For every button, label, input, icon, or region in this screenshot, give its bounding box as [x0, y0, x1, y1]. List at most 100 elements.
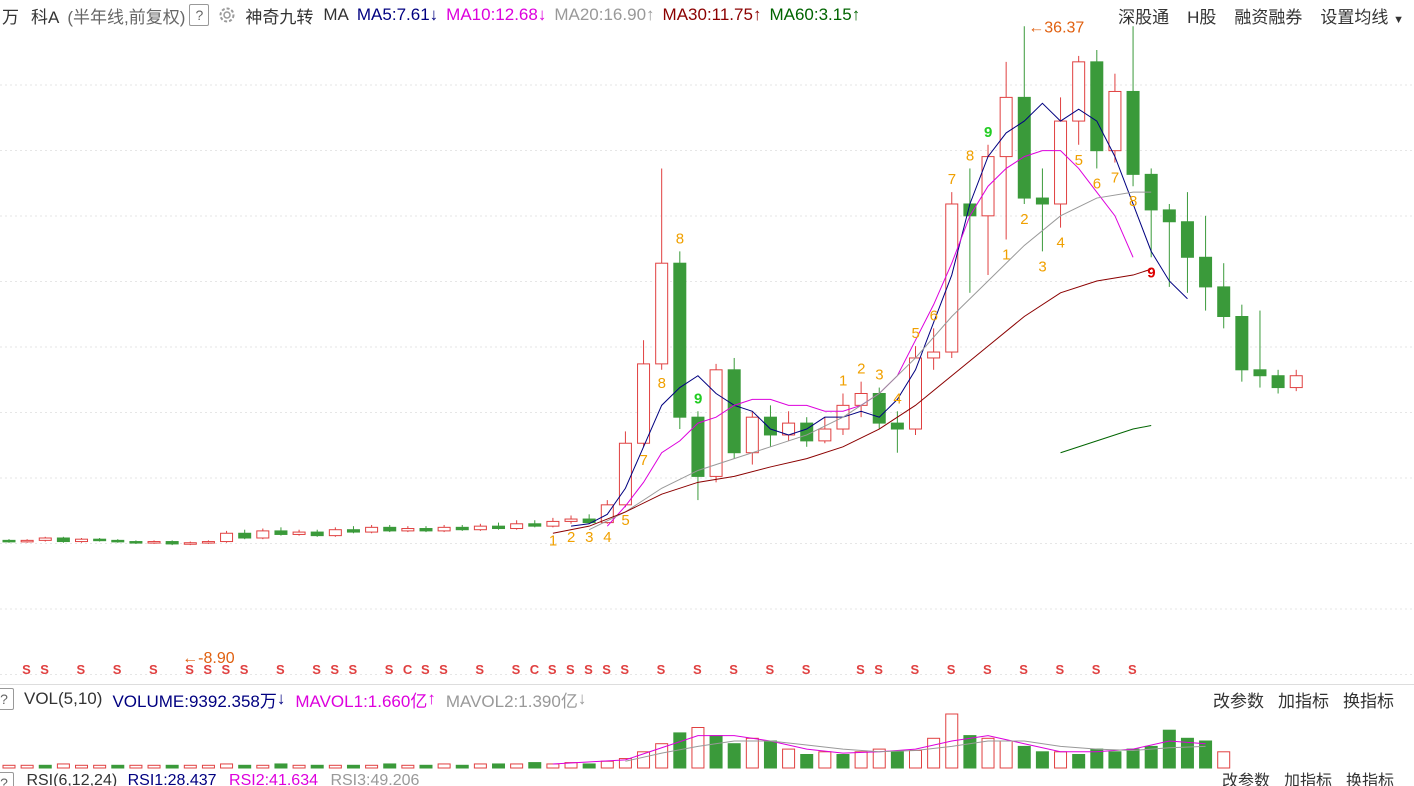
volume-bar: [165, 764, 179, 769]
vol-mavol2-arrow: ↓: [577, 689, 587, 708]
nine-turn-number: 3: [585, 529, 593, 546]
signal-marker: S: [1019, 662, 1028, 677]
rsi-links: 改参数 加指标 换指标: [1222, 772, 1394, 786]
volume-bar: [238, 764, 252, 769]
volume-bar: [763, 740, 777, 769]
volume-bar: [256, 764, 270, 769]
link-sgt[interactable]: 深股通: [1118, 7, 1170, 27]
volume-bar: [655, 743, 669, 769]
nine-turn-number: 5: [621, 512, 629, 529]
vol-add-indicator[interactable]: 加指标: [1278, 691, 1329, 711]
volume-bar: [383, 763, 397, 769]
volume-bar: [691, 727, 705, 769]
signal-marker: S: [276, 662, 285, 677]
vol-mavol1: MAVOL1:1.660亿: [295, 691, 428, 711]
ma10-arrow: ↓: [537, 5, 547, 24]
signal-marker: S: [330, 662, 339, 677]
candle-body: [546, 520, 560, 527]
ma-label[interactable]: MA: [323, 5, 349, 24]
vol-links: 改参数 加指标 换指标: [1213, 686, 1394, 712]
adjust-mode[interactable]: (半年线,前复权): [67, 7, 186, 27]
volume-bar: [1199, 740, 1213, 769]
volume-bar: [510, 763, 524, 769]
candle-body: [365, 526, 379, 533]
rsi-edit-params[interactable]: 改参数: [1221, 773, 1270, 786]
candle-body: [1271, 375, 1285, 389]
rsi-label[interactable]: RSI(6,12,24): [26, 772, 118, 786]
volume-bar: [492, 763, 506, 769]
volume-bar: [709, 735, 723, 769]
volume-bar: [836, 754, 850, 769]
link-hshare[interactable]: H股: [1187, 7, 1217, 27]
candle-body: [310, 531, 324, 537]
volume-bar: [909, 749, 922, 769]
volume-bar: [1035, 751, 1049, 769]
indicator-name[interactable]: 神奇九转: [245, 7, 314, 27]
vol-switch-indicator[interactable]: 换指标: [1343, 691, 1394, 711]
volume-bar: [56, 763, 70, 769]
rsi-add-indicator[interactable]: 加指标: [1283, 773, 1332, 786]
link-set-ma[interactable]: 设置均线 ▼: [1320, 7, 1404, 27]
candle-body: [1054, 120, 1068, 205]
signal-marker: S: [602, 662, 611, 677]
ma60-line: [1060, 424, 1152, 454]
nine-turn-number: 4: [1057, 235, 1065, 252]
mavol2-line: [625, 740, 1206, 762]
signal-marker: S: [1056, 662, 1065, 677]
nine-turn-number: 7: [948, 171, 956, 188]
volume-bar: [818, 751, 832, 769]
volume-bar: [20, 764, 34, 769]
signal-marker: C: [403, 662, 413, 677]
volume-bar: [419, 764, 433, 769]
signal-marker: S: [203, 662, 212, 677]
nine-turn-number: 9: [694, 390, 702, 407]
candle-body: [111, 539, 125, 543]
volume-header: ? VOL(5,10) VOLUME:9392.358万 ↓ MAVOL1:1.…: [0, 686, 1414, 712]
vol-edit-params[interactable]: 改参数: [1213, 691, 1264, 711]
volume-bar: [1144, 745, 1158, 769]
candle-body: [564, 518, 578, 522]
nine-turn-number: 5: [1075, 152, 1083, 169]
candle-body: [510, 523, 524, 530]
volume-bar: [637, 751, 651, 769]
signal-marker: S: [584, 662, 593, 677]
candle-body: [20, 539, 34, 543]
nine-turn-number: 8: [966, 147, 974, 164]
gear-icon[interactable]: [217, 5, 237, 25]
ma20-arrow: ↑: [646, 5, 655, 24]
help-button[interactable]: ?: [189, 4, 210, 26]
vol-mavol1-arrow: ↑: [427, 689, 436, 708]
candle-body: [927, 351, 941, 359]
volume-bar: [220, 763, 234, 769]
signal-marker: S: [620, 662, 629, 677]
candle-body: [328, 529, 342, 537]
candle-body: [147, 541, 161, 544]
vol-help-button[interactable]: ?: [0, 688, 14, 710]
volume-bar: [346, 764, 360, 769]
volume-bar: [93, 764, 107, 769]
volume-bar: [1180, 737, 1194, 769]
link-margin[interactable]: 融资融券: [1234, 7, 1303, 27]
nine-turn-number: 4: [603, 529, 611, 546]
rsi-switch-indicator[interactable]: 换指标: [1345, 773, 1394, 786]
candle-body: [129, 541, 143, 544]
volume-bar: [546, 763, 560, 769]
nine-turn-number: 7: [640, 452, 648, 469]
candle-body: [419, 528, 433, 532]
candle-body: [872, 392, 886, 424]
signal-marker: S: [693, 662, 702, 677]
nine-turn-number: 6: [1093, 175, 1101, 192]
candle-body: [1199, 256, 1213, 288]
nine-turn-number: 2: [1020, 211, 1028, 228]
vol-label[interactable]: VOL(5,10): [24, 689, 103, 708]
volume-bar: [75, 764, 89, 769]
signal-marker: S: [475, 662, 484, 677]
candle-body: [1108, 90, 1122, 152]
volume-bar: [782, 748, 796, 769]
ma30-value: MA30:11.75: [662, 5, 753, 24]
ma5-line: [570, 102, 1188, 527]
ma60-value: MA60:3.15: [769, 5, 852, 24]
chart-header: 万 科A (半年线,前复权) ? 神奇九转 MA MA5:7.61 ↓ MA10…: [0, 0, 1414, 30]
volume-bar: [618, 758, 632, 769]
